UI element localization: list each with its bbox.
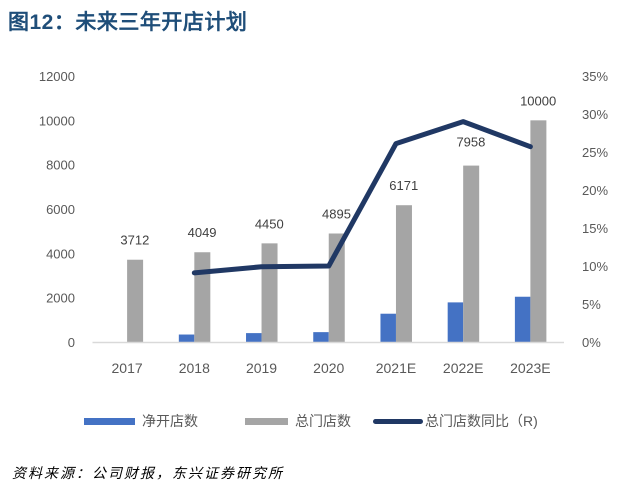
source-note: 资料来源：公司财报，东兴证券研究所 xyxy=(12,467,284,482)
right-axis-tick: 35% xyxy=(582,69,608,84)
legend-label: 总门店数同比（R) xyxy=(425,413,538,429)
bar-total-stores xyxy=(261,243,278,342)
bar-net-open xyxy=(447,302,464,342)
right-axis-tick: 30% xyxy=(582,107,608,122)
legend-item-yoy: 总门店数同比（R) xyxy=(373,410,538,432)
bar-total-stores xyxy=(194,252,211,342)
bar-total-stores xyxy=(127,259,144,342)
bar-net-open xyxy=(514,296,531,342)
data-label-total-stores: 4450 xyxy=(255,216,284,231)
right-axis-tick: 25% xyxy=(582,145,608,160)
legend-item-total-stores: 总门店数 xyxy=(245,410,351,432)
data-label-total-stores: 7958 xyxy=(456,135,485,150)
data-label-total-stores: 4049 xyxy=(188,225,217,240)
legend-label: 净开店数 xyxy=(142,413,198,429)
chart-canvas: 0 2000 4000 6000 8000 10000 12000 0% 5% 10% 15% 20%… xyxy=(39,69,609,376)
left-axis-tick: 2000 xyxy=(46,291,75,306)
bar-total-stores xyxy=(530,120,547,342)
x-axis-tick: 2017 xyxy=(112,360,143,376)
bar-net-open xyxy=(380,313,396,342)
x-axis-tick: 2022E xyxy=(443,360,483,376)
bar-total-stores xyxy=(395,205,412,342)
data-label-total-stores: 4895 xyxy=(322,206,351,221)
left-axis-tick: 10000 xyxy=(39,113,75,128)
x-axis-tick: 2021E xyxy=(376,360,416,376)
left-axis-tick: 6000 xyxy=(46,202,75,217)
left-axis-tick: 4000 xyxy=(46,246,75,261)
left-axis-tick: 0 xyxy=(68,335,75,350)
left-axis-tick: 8000 xyxy=(46,158,75,173)
x-axis-tick: 2018 xyxy=(179,360,210,376)
right-axis-tick: 5% xyxy=(582,297,601,312)
data-label-total-stores: 6171 xyxy=(389,178,418,193)
x-axis-tick: 2020 xyxy=(313,360,344,376)
bar-total-stores xyxy=(463,165,480,342)
bar-net-open xyxy=(246,333,262,342)
bar-net-open xyxy=(178,334,195,342)
left-axis-tick: 12000 xyxy=(39,69,75,84)
yoy-growth-line xyxy=(191,119,533,276)
bar-net-open xyxy=(313,332,329,342)
x-axis-tick: 2023E xyxy=(510,360,550,376)
right-axis-tick: 0% xyxy=(582,335,601,350)
data-label-total-stores: 3712 xyxy=(120,233,149,248)
legend-swatch-yoy-line xyxy=(373,418,423,424)
chart-title: 图12：未来三年开店计划 xyxy=(8,11,248,34)
legend-swatch-net-open xyxy=(84,417,135,425)
legend-label: 总门店数 xyxy=(295,413,351,429)
x-axis-tick: 2019 xyxy=(246,360,277,376)
legend-item-net-open: 净开店数 xyxy=(84,410,198,432)
right-axis-tick: 10% xyxy=(582,259,608,274)
right-axis-tick: 20% xyxy=(582,183,608,198)
right-axis-tick: 15% xyxy=(582,221,608,236)
data-label-total-stores: 10000 xyxy=(520,93,556,108)
legend-swatch-total-stores xyxy=(245,417,288,425)
